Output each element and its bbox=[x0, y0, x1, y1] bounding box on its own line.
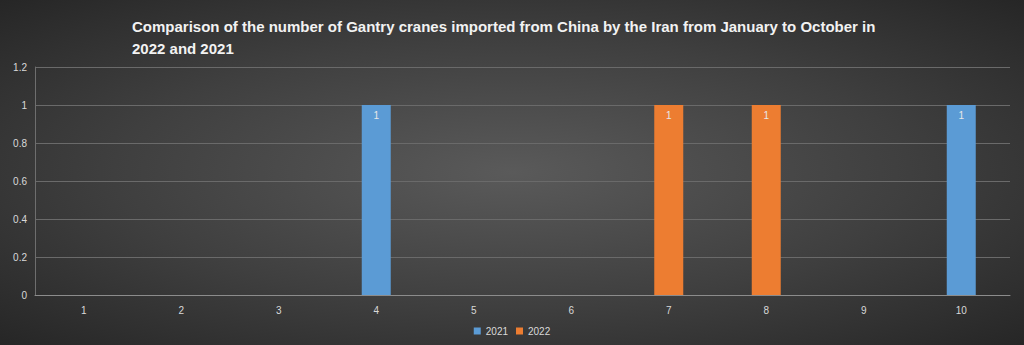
svg-text:6: 6 bbox=[568, 305, 574, 316]
svg-text:1: 1 bbox=[763, 110, 769, 121]
svg-text:0: 0 bbox=[21, 290, 27, 301]
svg-text:1: 1 bbox=[958, 110, 964, 121]
svg-text:5: 5 bbox=[471, 305, 477, 316]
svg-text:0.8: 0.8 bbox=[13, 138, 27, 149]
svg-text:1: 1 bbox=[373, 110, 379, 121]
svg-text:0.4: 0.4 bbox=[13, 214, 27, 225]
svg-text:1.2: 1.2 bbox=[13, 62, 27, 73]
svg-text:8: 8 bbox=[763, 305, 769, 316]
svg-text:9: 9 bbox=[861, 305, 867, 316]
svg-text:1: 1 bbox=[666, 110, 672, 121]
svg-text:1: 1 bbox=[81, 305, 87, 316]
svg-text:1: 1 bbox=[21, 100, 27, 111]
svg-text:0.2: 0.2 bbox=[13, 252, 27, 263]
svg-text:4: 4 bbox=[373, 305, 379, 316]
svg-text:3: 3 bbox=[276, 305, 282, 316]
svg-text:2022: 2022 bbox=[528, 326, 551, 337]
svg-text:2021: 2021 bbox=[486, 326, 509, 337]
svg-text:0.6: 0.6 bbox=[13, 176, 27, 187]
svg-text:10: 10 bbox=[956, 305, 968, 316]
svg-text:2: 2 bbox=[178, 305, 184, 316]
svg-text:7: 7 bbox=[666, 305, 672, 316]
svg-text:Comparison of the number of Ga: Comparison of the number of Gantry crane… bbox=[132, 18, 880, 35]
svg-text:2022 and 2021: 2022 and 2021 bbox=[132, 40, 234, 57]
